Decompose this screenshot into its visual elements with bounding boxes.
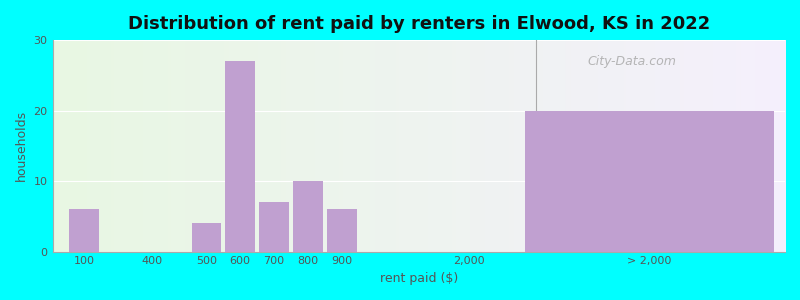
Bar [294,181,322,252]
Bar [327,209,357,252]
Title: Distribution of rent paid by renters in Elwood, KS in 2022: Distribution of rent paid by renters in … [128,15,710,33]
Bar [70,209,99,252]
Bar [226,61,255,252]
X-axis label: rent paid ($): rent paid ($) [380,272,458,285]
Text: City-Data.com: City-Data.com [587,55,676,68]
Bar [191,224,221,252]
Bar [525,111,774,252]
Y-axis label: households: households [15,110,28,182]
Bar [259,202,289,252]
